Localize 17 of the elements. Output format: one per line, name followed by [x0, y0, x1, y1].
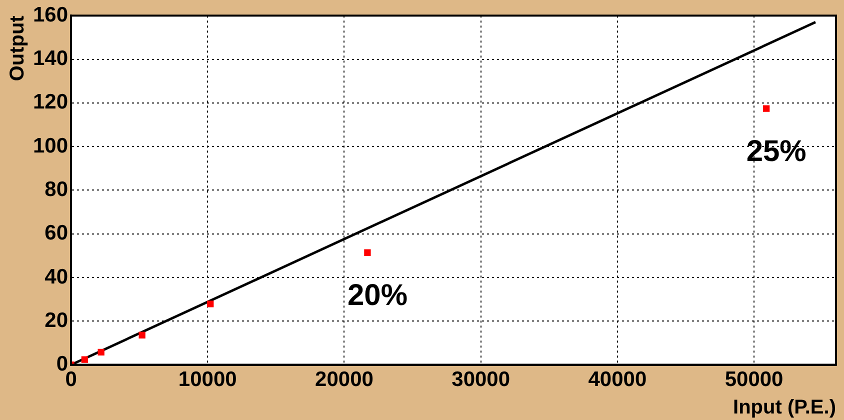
y-tick-label: 140 [32, 47, 68, 70]
y-tick-label: 80 [44, 178, 68, 201]
x-tick-label: 40000 [588, 368, 647, 392]
annotation: 25% [746, 134, 806, 168]
y-tick-label: 120 [32, 90, 68, 114]
x-tick-label: 10000 [178, 368, 237, 392]
x-tick-label: 50000 [724, 368, 784, 392]
x-tick-label: 30000 [452, 368, 510, 392]
y-tick-label: 60 [44, 222, 68, 245]
y-tick-label: 40 [44, 265, 68, 288]
x-tick-label: 20000 [315, 368, 374, 392]
y-axis-title: Output [6, 15, 29, 82]
y-tick-label: 160 [32, 3, 68, 26]
x-axis-title: Input (P.E.) [733, 396, 836, 419]
annotation: 20% [347, 278, 408, 312]
y-tick-label: 20 [44, 308, 68, 332]
y-tick-label: 100 [32, 134, 68, 158]
